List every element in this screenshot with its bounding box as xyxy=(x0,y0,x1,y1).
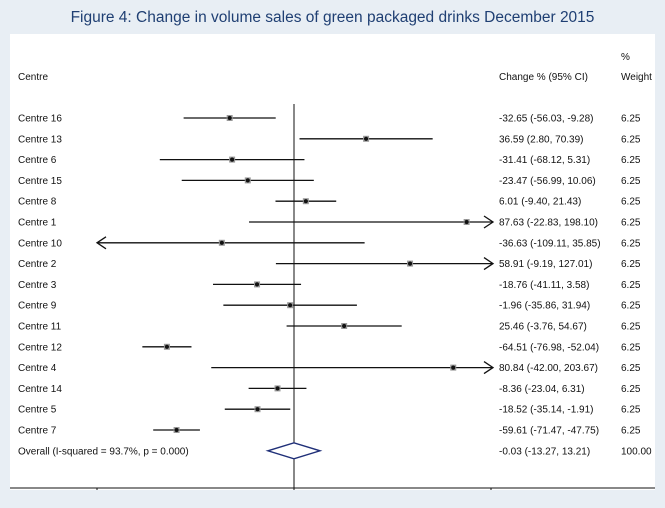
weight-text: 6.25 xyxy=(621,259,641,270)
weight-text: 6.25 xyxy=(621,322,641,333)
x-axis: -1000100 xyxy=(10,487,655,490)
weight-text: 6.25 xyxy=(621,176,641,187)
plot-area: Centre Change % (95% CI) % Weight Centre… xyxy=(10,34,655,490)
study-row: Centre 9 -1.96 (-35.86, 31.94) 6.25 xyxy=(18,301,641,312)
point-estimate xyxy=(275,386,280,391)
study-label: Centre 15 xyxy=(18,176,62,187)
weight-text: 6.25 xyxy=(621,384,641,395)
overall-label: Overall (I-squared = 93.7%, p = 0.000) xyxy=(18,446,189,457)
weight-text: 6.25 xyxy=(621,301,641,312)
study-rows: Centre 16 -32.65 (-56.03, -9.28) 6.25Centr… xyxy=(18,104,652,488)
study-label: Centre 14 xyxy=(18,384,62,395)
point-estimate xyxy=(219,240,224,245)
study-label: Centre 1 xyxy=(18,218,57,229)
study-row: Centre 10 -36.63 (-109.11, 35.85) 6.25 xyxy=(18,236,641,250)
ci-text: -1.96 (-35.86, 31.94) xyxy=(499,301,590,312)
point-estimate xyxy=(342,323,347,329)
weight-text: 6.25 xyxy=(621,155,641,166)
weight-text: 6.25 xyxy=(621,280,641,291)
study-row: Centre 11 25.46 (-3.76, 54.67) 6.25 xyxy=(18,322,641,333)
weight-text: 6.25 xyxy=(621,114,641,125)
weight-text: 6.25 xyxy=(621,342,641,353)
study-row: Centre 8 6.01 (-9.40, 21.43) 6.25 xyxy=(18,197,641,208)
point-estimate xyxy=(303,199,308,204)
study-row: Centre 13 36.59 (2.80, 70.39) 6.25 xyxy=(18,134,641,145)
ci-text: -64.51 (-76.98, -52.04) xyxy=(499,342,599,353)
overall-diamond xyxy=(265,442,323,460)
weight-text: 6.25 xyxy=(621,363,641,374)
overall-ci-text: -0.03 (-13.27, 13.21) xyxy=(499,446,590,457)
point-estimate xyxy=(464,219,469,225)
point-estimate xyxy=(451,365,456,370)
study-row: Centre 14 -8.36 (-23.04, 6.31) 6.25 xyxy=(18,384,641,395)
point-estimate xyxy=(407,261,413,266)
header-weight: Weight xyxy=(621,72,652,83)
forest-plot: Centre Change % (95% CI) % Weight Centre… xyxy=(10,52,655,490)
study-label: Centre 13 xyxy=(18,134,62,145)
study-label: Centre 7 xyxy=(18,426,57,437)
point-estimate xyxy=(164,344,170,349)
header-change: Change % (95% CI) xyxy=(499,72,588,83)
study-label: Centre 12 xyxy=(18,342,62,353)
study-label: Centre 5 xyxy=(18,405,57,416)
study-label: Centre 6 xyxy=(18,155,57,166)
overall-row: Overall (I-squared = 93.7%, p = 0.000) -0… xyxy=(18,442,652,460)
ci-text: -32.65 (-56.03, -9.28) xyxy=(499,114,594,125)
study-row: Centre 4 80.84 (-42.00, 203.67) 6.25 xyxy=(18,361,641,375)
point-estimate xyxy=(288,303,293,308)
ci-text: -8.36 (-23.04, 6.31) xyxy=(499,384,585,395)
ci-text: -18.76 (-41.11, 3.58) xyxy=(499,280,589,291)
study-label: Centre 11 xyxy=(18,322,62,333)
study-row: Centre 15 -23.47 (-56.99, 10.06) 6.25 xyxy=(18,176,641,187)
weight-text: 6.25 xyxy=(621,426,641,437)
weight-text: 6.25 xyxy=(621,218,641,229)
study-row: Centre 5 -18.52 (-35.14, -1.91) 6.25 xyxy=(18,405,641,416)
ci-right-arrow xyxy=(483,215,495,229)
study-row: Centre 1 87.63 (-22.83, 198.10) 6.25 xyxy=(18,215,641,229)
study-row: Centre 2 58.91 (-9.19, 127.01) 6.25 xyxy=(18,257,641,271)
study-label: Centre 10 xyxy=(18,238,62,249)
ci-right-arrow xyxy=(483,361,495,375)
study-label: Centre 2 xyxy=(18,259,57,270)
ci-text: 6.01 (-9.40, 21.43) xyxy=(499,197,581,208)
ci-text: -18.52 (-35.14, -1.91) xyxy=(499,405,594,416)
point-estimate xyxy=(227,115,232,121)
header-weight-percent: % xyxy=(621,52,630,63)
study-row: Centre 7 -59.61 (-71.47, -47.75) 6.25 xyxy=(18,426,641,437)
study-label: Centre 3 xyxy=(18,280,57,291)
study-label: Centre 4 xyxy=(18,363,57,374)
ci-text: -59.61 (-71.47, -47.75) xyxy=(499,426,599,437)
weight-text: 6.25 xyxy=(621,134,641,145)
weight-text: 6.25 xyxy=(621,405,641,416)
ci-text: 58.91 (-9.19, 127.01) xyxy=(499,259,592,270)
weight-text: 6.25 xyxy=(621,197,641,208)
study-label: Centre 8 xyxy=(18,197,57,208)
study-row: Centre 12 -64.51 (-76.98, -52.04) 6.25 xyxy=(18,342,641,353)
weight-text: 6.25 xyxy=(621,238,641,249)
point-estimate xyxy=(363,136,369,141)
study-row: Centre 3 -18.76 (-41.11, 3.58) 6.25 xyxy=(18,280,641,291)
ci-right-arrow xyxy=(483,257,495,271)
overall-weight-text: 100.00 xyxy=(621,446,652,457)
point-estimate xyxy=(255,407,260,412)
point-estimate xyxy=(230,157,235,162)
study-row: Centre 16 -32.65 (-56.03, -9.28) 6.25 xyxy=(18,114,641,125)
point-estimate xyxy=(254,282,260,287)
header-centre: Centre xyxy=(18,72,48,83)
ci-left-arrow xyxy=(95,236,107,250)
ci-text: -31.41 (-68.12, 5.31) xyxy=(499,155,590,166)
study-row: Centre 6 -31.41 (-68.12, 5.31) 6.25 xyxy=(18,155,641,166)
point-estimate xyxy=(245,178,250,183)
study-label: Centre 9 xyxy=(18,301,57,312)
chart-title: Figure 4: Change in volume sales of gree… xyxy=(70,9,595,26)
ci-text: 36.59 (2.80, 70.39) xyxy=(499,134,584,145)
ci-text: -23.47 (-56.99, 10.06) xyxy=(499,176,596,187)
ci-text: 25.46 (-3.76, 54.67) xyxy=(499,322,587,333)
point-estimate xyxy=(174,427,179,433)
study-label: Centre 16 xyxy=(18,114,62,125)
ci-text: 80.84 (-42.00, 203.67) xyxy=(499,363,598,374)
ci-text: -36.63 (-109.11, 35.85) xyxy=(499,238,601,249)
ci-text: 87.63 (-22.83, 198.10) xyxy=(499,218,598,229)
